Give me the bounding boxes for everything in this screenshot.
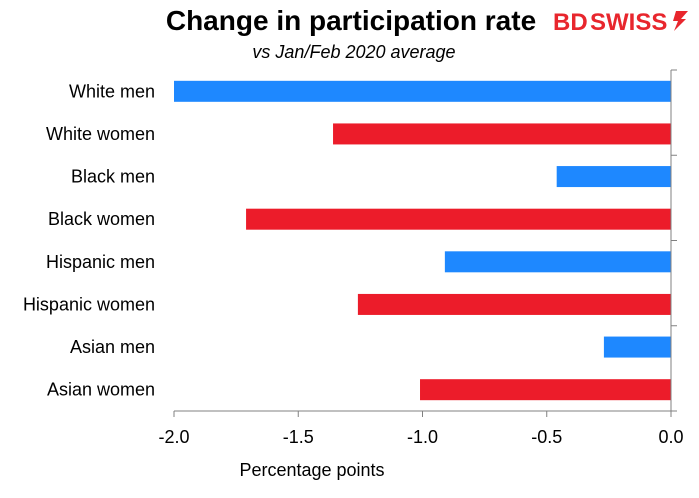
chart-subtitle: vs Jan/Feb 2020 average <box>252 42 455 62</box>
category-label: Hispanic men <box>46 252 155 272</box>
bar-asian-men <box>603 336 671 358</box>
bar-white-women <box>333 123 671 145</box>
chart-title: Change in participation rate <box>166 5 536 36</box>
category-label: Black men <box>71 167 155 187</box>
category-label: White women <box>46 124 155 144</box>
logo-swiss-text: SWISS <box>590 9 667 36</box>
category-labels: White men White women Black men Black women… <box>23 81 155 399</box>
bar-hispanic-women <box>357 293 671 315</box>
bar-white-men <box>174 80 671 102</box>
logo-bolt-icon <box>673 11 688 31</box>
category-label: Asian women <box>47 380 155 400</box>
bar-black-women <box>246 208 671 230</box>
bar-black-men <box>556 166 671 188</box>
x-tick-label: -2.0 <box>158 427 189 447</box>
category-label: Asian men <box>70 337 155 357</box>
x-tick-label: -0.5 <box>531 427 562 447</box>
x-axis-label: Percentage points <box>239 460 384 480</box>
bars-group <box>174 80 671 401</box>
bar-asian-women <box>420 379 671 401</box>
category-label: Black women <box>48 209 155 229</box>
x-tick-label: 0.0 <box>658 427 683 447</box>
category-label: Hispanic women <box>23 294 155 314</box>
x-tick-label: -1.0 <box>407 427 438 447</box>
x-tick-label: -1.5 <box>283 427 314 447</box>
logo-bd-text: BD <box>553 9 588 36</box>
x-axis: -2.0 -1.5 -1.0 -0.5 0.0 <box>158 69 684 447</box>
bar-hispanic-men <box>444 251 671 273</box>
category-label: White men <box>69 81 155 101</box>
brand-logo: BD SWISS <box>553 9 688 36</box>
